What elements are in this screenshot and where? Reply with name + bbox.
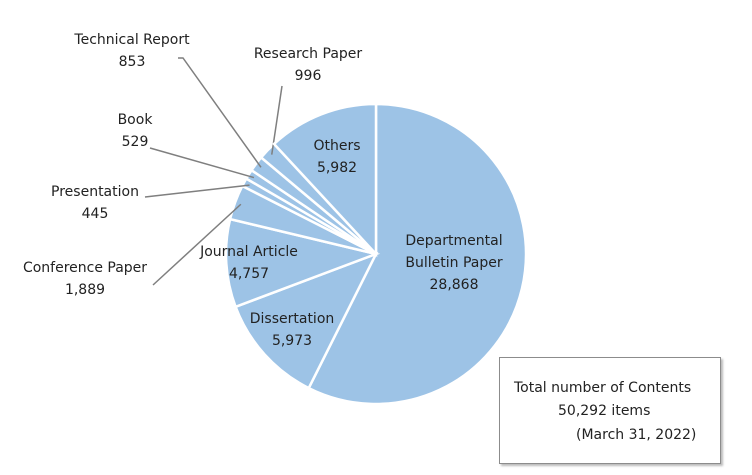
slice-label: Others 5,982	[313, 135, 360, 179]
slice-label: Research Paper 996	[254, 43, 362, 87]
pie-slice	[233, 251, 379, 390]
slice-value: 4,757	[228, 266, 270, 282]
slice-label: Book 529	[118, 109, 153, 153]
slice-value: 5,973	[271, 333, 313, 349]
slice-name: Departmental Bulletin Paper	[405, 233, 503, 271]
leader-line	[178, 57, 262, 168]
slice-label: Conference Paper 1,889	[23, 257, 147, 301]
summary-box: Total number of Contents 50,292 items (M…	[499, 357, 721, 464]
summary-line: Total number of Contents	[514, 380, 692, 396]
pie-slice	[272, 102, 378, 258]
slice-label: Departmental Bulletin Paper 28,868	[394, 230, 514, 296]
slice-value: 529	[121, 134, 149, 150]
slice-label: Dissertation 5,973	[250, 308, 335, 352]
slice-value: 853	[118, 54, 146, 70]
leader-line	[152, 203, 242, 286]
slice-name: Conference Paper	[22, 260, 148, 276]
slice-name: Research Paper	[253, 46, 363, 62]
slice-name: Others	[313, 138, 361, 154]
slice-label: Journal Article 4,757	[200, 241, 298, 285]
slice-name: Journal Article	[200, 244, 298, 260]
slice-value: 5,982	[316, 160, 358, 176]
slice-name: Dissertation	[249, 311, 335, 327]
slice-value: 445	[81, 206, 109, 222]
slice-value: 28,868	[429, 277, 479, 293]
pie-slice	[224, 217, 381, 309]
pie-slice	[307, 102, 528, 406]
leader-line	[144, 184, 250, 198]
slice-value: 1,889	[64, 282, 106, 298]
slice-label: Presentation 445	[51, 181, 139, 225]
summary-line: 50,292 items	[558, 403, 651, 419]
slice-name: Technical Report	[74, 32, 190, 48]
leader-line	[149, 147, 255, 179]
slice-name: Book	[117, 112, 153, 128]
slice-value: 996	[294, 68, 322, 84]
slice-label: Technical Report 853	[74, 29, 189, 73]
slice-name: Presentation	[51, 184, 139, 200]
summary-line: (March 31, 2022)	[576, 427, 697, 443]
